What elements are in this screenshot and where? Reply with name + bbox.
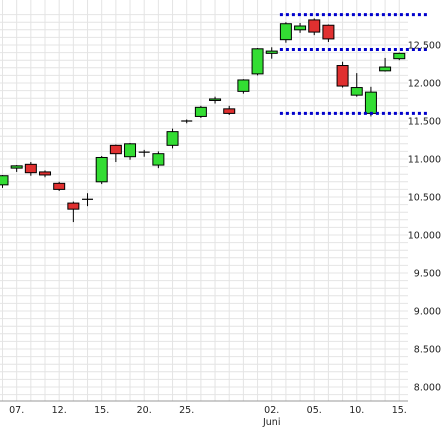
candle	[181, 119, 193, 124]
candle	[379, 57, 392, 72]
x-axis-month-label: Juni	[262, 417, 280, 428]
x-tick-label: 20.	[137, 405, 152, 416]
candle	[10, 165, 23, 172]
candle-body	[109, 144, 122, 155]
candle	[237, 79, 250, 94]
x-tick-label: 15.	[392, 405, 407, 416]
x-tick-label: 07.	[9, 405, 24, 416]
candle	[124, 143, 137, 160]
candle	[95, 155, 108, 185]
candle	[336, 61, 349, 88]
y-tick-label: 9.500	[414, 269, 441, 280]
candle-body	[336, 65, 349, 87]
candle	[194, 105, 207, 118]
vertical-gridlines	[2, 0, 400, 401]
candle-body	[95, 156, 108, 183]
x-tick-label: 05.	[307, 405, 322, 416]
candle-body	[364, 91, 377, 114]
y-tick-label: 9.000	[414, 307, 441, 318]
candle-body	[53, 182, 66, 190]
candle-body	[194, 106, 207, 117]
y-tick-label: 12.500	[408, 41, 441, 52]
candle	[393, 52, 406, 61]
candle-body	[124, 143, 137, 158]
x-tick-label: 15.	[94, 405, 109, 416]
candle	[251, 48, 264, 76]
candle-body	[10, 165, 23, 169]
candle-body	[379, 66, 392, 72]
y-axis-tick-labels: 12.500 12.000 11.500 11.000 10.500 10.000 9.50…	[408, 41, 441, 394]
candle-body	[237, 79, 250, 92]
candle	[67, 201, 80, 223]
y-tick-label: 10.500	[408, 193, 441, 204]
candle	[109, 144, 122, 163]
candle	[294, 22, 307, 33]
candle	[0, 174, 9, 188]
level-lines-layer	[279, 13, 428, 115]
candle-body	[294, 25, 307, 31]
candle-body	[0, 175, 9, 186]
y-tick-label: 10.000	[408, 231, 441, 242]
y-tick-label: 8.000	[414, 383, 441, 394]
candle-body	[350, 87, 363, 96]
candle	[322, 24, 335, 42]
candle-body	[251, 48, 264, 75]
y-tick-label: 11.500	[408, 117, 441, 128]
candle-body	[152, 153, 165, 166]
x-tick-label: 12.	[52, 405, 67, 416]
candle	[209, 96, 222, 104]
x-axis-tick-labels: 07. 12. 15. 20. 25. 02. 05. 10. 15.	[9, 405, 407, 416]
candle-body	[393, 52, 406, 60]
y-tick-label: 12.000	[408, 79, 441, 90]
candle	[138, 149, 150, 157]
x-tick-label: 10.	[349, 405, 364, 416]
candle-body	[39, 171, 52, 176]
candle	[223, 105, 236, 115]
y-tick-label: 8.500	[414, 345, 441, 356]
candle-body	[322, 24, 335, 40]
x-tick-label: 25.	[179, 405, 194, 416]
candle	[350, 73, 363, 97]
candle-body	[166, 131, 179, 146]
candle-body	[308, 19, 321, 33]
candle	[308, 18, 321, 36]
candle	[265, 47, 278, 59]
y-tick-label: 11.000	[408, 155, 441, 166]
candle-body	[24, 163, 37, 174]
candle	[152, 151, 165, 169]
candle	[39, 170, 52, 178]
candle-body	[67, 202, 80, 210]
x-tick-label: 02.	[264, 405, 279, 416]
candle-body	[265, 50, 278, 54]
candles-layer	[0, 18, 406, 223]
candle-body	[223, 108, 236, 114]
candle	[166, 128, 179, 149]
candle-body	[209, 98, 222, 101]
candle	[82, 193, 94, 207]
candle	[53, 181, 66, 191]
candle-body	[279, 23, 292, 41]
candle	[279, 22, 292, 43]
candle	[24, 162, 37, 176]
